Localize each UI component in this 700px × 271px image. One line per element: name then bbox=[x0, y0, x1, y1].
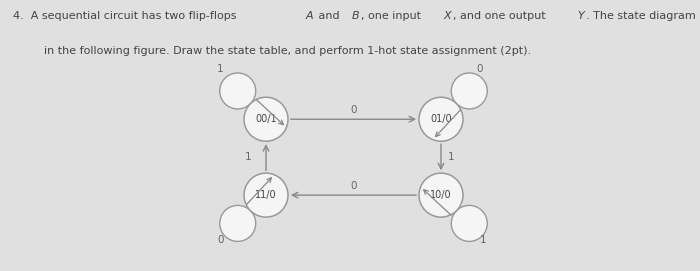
Text: 4.  A sequential circuit has two flip-flops: 4. A sequential circuit has two flip-flo… bbox=[13, 11, 239, 21]
Ellipse shape bbox=[419, 173, 463, 217]
Text: 0: 0 bbox=[476, 64, 483, 74]
Text: 0: 0 bbox=[217, 235, 224, 245]
Text: . The state diagram is shown: . The state diagram is shown bbox=[586, 11, 700, 21]
Text: 0: 0 bbox=[350, 181, 357, 191]
Text: 1: 1 bbox=[245, 152, 252, 162]
Ellipse shape bbox=[452, 73, 487, 109]
Ellipse shape bbox=[244, 97, 288, 141]
Ellipse shape bbox=[244, 173, 288, 217]
Ellipse shape bbox=[419, 97, 463, 141]
Text: 00/1: 00/1 bbox=[256, 114, 276, 124]
Ellipse shape bbox=[220, 205, 256, 241]
Text: 1: 1 bbox=[480, 235, 486, 245]
Text: 10/0: 10/0 bbox=[430, 190, 452, 200]
Text: 0: 0 bbox=[350, 105, 357, 115]
Ellipse shape bbox=[220, 73, 256, 109]
Text: 11/0: 11/0 bbox=[256, 190, 276, 200]
Text: , and one output: , and one output bbox=[453, 11, 550, 21]
Text: Y: Y bbox=[578, 11, 584, 21]
Text: in the following figure. Draw the state table, and perform 1-hot state assignmen: in the following figure. Draw the state … bbox=[44, 46, 531, 56]
Text: 1: 1 bbox=[448, 152, 455, 162]
Text: 01/0: 01/0 bbox=[430, 114, 452, 124]
Text: X: X bbox=[443, 11, 451, 21]
Text: A: A bbox=[305, 11, 313, 21]
Ellipse shape bbox=[452, 205, 487, 241]
Text: B: B bbox=[351, 11, 359, 21]
Text: , one input: , one input bbox=[361, 11, 425, 21]
Text: and: and bbox=[315, 11, 344, 21]
Text: 1: 1 bbox=[217, 64, 224, 74]
